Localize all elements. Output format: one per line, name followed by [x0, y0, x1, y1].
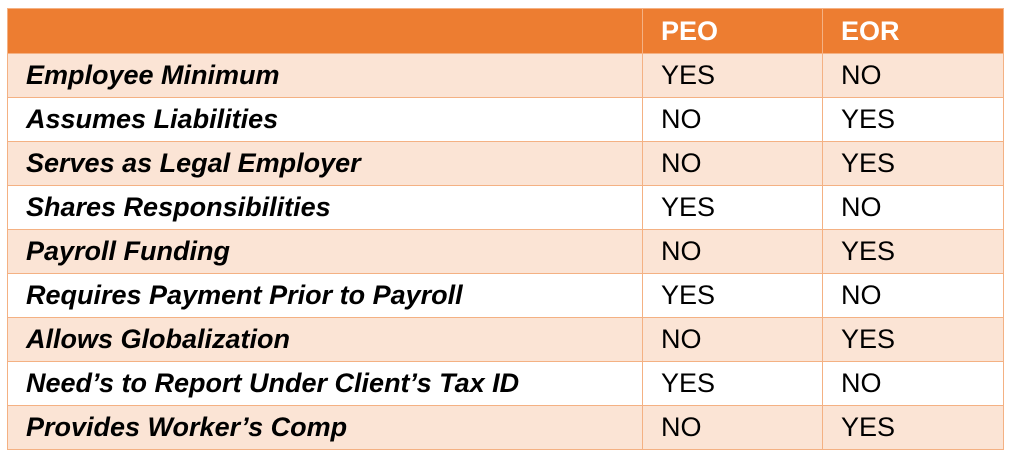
eor-cell: YES: [822, 317, 1004, 362]
eor-cell: YES: [822, 229, 1004, 274]
table-row: Assumes Liabilities NO YES: [7, 97, 1004, 142]
peo-cell: YES: [642, 53, 823, 98]
table-header-row: PEO EOR: [7, 8, 1004, 54]
eor-cell: NO: [822, 273, 1004, 318]
feature-cell: Employee Minimum: [7, 53, 643, 98]
table-row: Allows Globalization NO YES: [7, 317, 1004, 362]
feature-cell: Allows Globalization: [7, 317, 643, 362]
eor-column-header: EOR: [822, 8, 1004, 54]
table-row: Serves as Legal Employer NO YES: [7, 141, 1004, 186]
peo-column-header: PEO: [642, 8, 823, 54]
table-row: Requires Payment Prior to Payroll YES NO: [7, 273, 1004, 318]
eor-cell: NO: [822, 185, 1004, 230]
table-row: Employee Minimum YES NO: [7, 53, 1004, 98]
peo-cell: NO: [642, 405, 823, 450]
feature-cell: Shares Responsibilities: [7, 185, 643, 230]
feature-cell: Need’s to Report Under Client’s Tax ID: [7, 361, 643, 406]
table-row: Shares Responsibilities YES NO: [7, 185, 1004, 230]
feature-cell: Serves as Legal Employer: [7, 141, 643, 186]
feature-column-header: [7, 8, 643, 54]
table-row: Payroll Funding NO YES: [7, 229, 1004, 274]
peo-cell: YES: [642, 185, 823, 230]
eor-cell: NO: [822, 53, 1004, 98]
eor-cell: YES: [822, 141, 1004, 186]
feature-cell: Assumes Liabilities: [7, 97, 643, 142]
peo-cell: NO: [642, 97, 823, 142]
eor-cell: NO: [822, 361, 1004, 406]
feature-cell: Provides Worker’s Comp: [7, 405, 643, 450]
peo-cell: YES: [642, 361, 823, 406]
peo-cell: NO: [642, 229, 823, 274]
feature-cell: Payroll Funding: [7, 229, 643, 274]
table-row: Provides Worker’s Comp NO YES: [7, 405, 1004, 450]
eor-cell: YES: [822, 405, 1004, 450]
feature-cell: Requires Payment Prior to Payroll: [7, 273, 643, 318]
table-row: Need’s to Report Under Client’s Tax ID Y…: [7, 361, 1004, 406]
peo-eor-comparison-table: PEO EOR Employee Minimum YES NO Assumes …: [7, 8, 1004, 450]
eor-cell: YES: [822, 97, 1004, 142]
peo-cell: NO: [642, 317, 823, 362]
peo-cell: NO: [642, 141, 823, 186]
peo-cell: YES: [642, 273, 823, 318]
